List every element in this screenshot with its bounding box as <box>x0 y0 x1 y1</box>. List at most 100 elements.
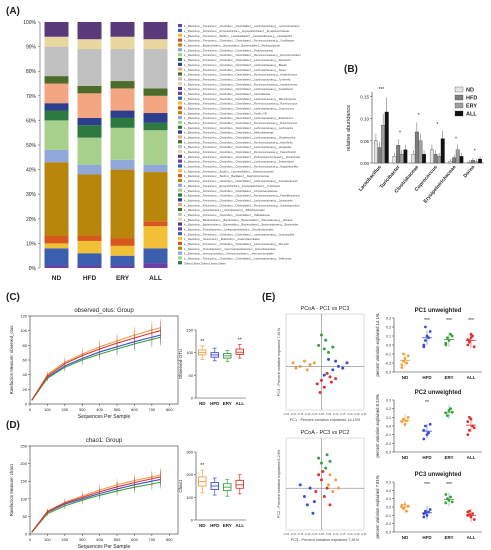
panel-b-bar <box>433 153 438 164</box>
pcoa-point <box>318 391 322 395</box>
panel-b-legend-swatch <box>454 94 464 101</box>
pc-plot-category-label: ND <box>402 535 409 540</box>
panel-b-bar <box>440 138 445 164</box>
panel-a-legend-swatch <box>178 193 182 197</box>
rarefaction-curve <box>31 476 161 533</box>
pcoa-xtick-label: 0.15 <box>340 412 346 416</box>
panel-a-bar-segment <box>44 76 69 84</box>
panel-a-legend-swatch <box>178 86 182 91</box>
panel-a-legend-entry: k__Bacteria;p__Firmicutes;c__Erysipelotr… <box>184 29 290 33</box>
panel-a-legend-swatch <box>178 207 182 212</box>
panel-a-legend-entry: Others;Others;Others;Others;Others <box>184 261 227 265</box>
panel-b-bar <box>384 111 389 164</box>
panel-b-category-label: Lactobacillus <box>358 164 383 193</box>
panel-a-bar-segment <box>77 174 102 237</box>
panel-b-significance: *** <box>378 87 384 93</box>
pc-plot-point <box>428 330 432 333</box>
panel-a-bar-segment <box>143 263 168 268</box>
boxplot-category-label: ALL <box>235 523 244 528</box>
panel-a-legend-swatch <box>178 174 182 178</box>
pc-plot-ytick-label: 0.2 <box>386 489 391 493</box>
pc-plot-point <box>422 515 426 519</box>
pcoa-point <box>321 469 325 473</box>
panel-a-bar-segment <box>77 49 102 86</box>
panel-a-legend-swatch <box>178 159 182 163</box>
pc-plot-point <box>450 334 454 338</box>
boxplot-ytick-label: 0 <box>191 518 194 523</box>
panel-b-bar <box>429 149 434 164</box>
pc-plot-point <box>466 343 470 347</box>
pc-plot-title: PC1 unweighted <box>415 308 462 314</box>
panel-a-legend-swatch <box>178 82 182 86</box>
panel-a-legend-swatch <box>178 212 182 216</box>
panel-b-significance: * <box>399 130 401 136</box>
pc-plot-point <box>405 361 408 365</box>
pcoa-point <box>322 385 326 389</box>
pcoa-xtick-label: -0.15 <box>297 412 304 416</box>
panel-a-legend-entry: k__Bacteria;p__Firmicutes;c__Clostridia;… <box>184 194 300 198</box>
pcoa-point <box>328 459 332 463</box>
panel-label-b: (B) <box>344 64 358 75</box>
panel-b-bar <box>399 153 404 164</box>
pcoa-point <box>305 368 309 372</box>
pc-plot-point <box>466 510 470 514</box>
pc-plot-point <box>428 508 432 511</box>
pc-plot-point <box>424 325 427 329</box>
pc-plot-point <box>446 336 449 340</box>
panel-a-bar-segment <box>77 164 102 175</box>
panel-a-legend-entry: k__Bacteria;p__Firmicutes;c__Bacilli;o__… <box>184 174 270 178</box>
pcoa-point <box>327 357 331 361</box>
rarefaction-x-label: Sequences Per Sample <box>78 544 131 550</box>
pcoa-point <box>336 364 340 368</box>
panel-a-legend-entry: k__Bacteria;p__Firmicutes;c__Clostridia;… <box>184 24 300 28</box>
panel-a-legend-swatch <box>178 188 182 192</box>
pc-plot-category-label: ALL <box>467 455 476 460</box>
pcoa-xtick-label: 0.25 <box>354 532 360 536</box>
panel-a-bar-segment <box>44 36 69 47</box>
pcoa-xtick-label: 0.25 <box>354 412 360 416</box>
panel-a-legend-entry: k__Bacteria;p__Firmicutes;c__Clostridia;… <box>184 150 296 154</box>
panel-b-bar <box>437 156 442 164</box>
panel-a-bar-segment <box>44 149 69 163</box>
panel-a-ytick-label: 60% <box>26 118 37 124</box>
pc-plot-ytick-label: -0.3 <box>385 451 391 455</box>
rarefaction-ytick-label: 0 <box>25 402 28 407</box>
pcoa-point <box>302 495 306 499</box>
rarefaction-ytick-label: 40 <box>23 372 28 377</box>
pc-plot-ytick-label: -0.1 <box>385 514 391 518</box>
pcoa-point <box>325 453 329 457</box>
pcoa-point <box>322 373 326 377</box>
panel-b-bar <box>381 125 386 164</box>
pcoa-point <box>317 473 321 477</box>
pc-plot-ytick-label: -0.2 <box>385 442 391 446</box>
pc-plot-ytick-label: 0.2 <box>386 407 391 411</box>
panel-a-legend-entry: k__Bacteria;p__Bacteroidetes;c__Bacteroi… <box>184 223 299 227</box>
panel-a-legend-entry: k__Bacteria;p__Firmicutes;c__Clostridia;… <box>184 257 292 261</box>
panel-a-legend-entry: k__Bacteria;p__Firmicutes;c__Clostridia;… <box>184 198 293 202</box>
panel-b-significance: * <box>455 136 457 142</box>
pcoa-title: PCoA - PC3 vs PC2 <box>301 430 350 436</box>
panel-a-legend-swatch <box>178 145 182 149</box>
panel-a-ytick-label: 100% <box>23 20 36 26</box>
rarefaction-curve <box>31 336 161 401</box>
panel-a-legend-swatch <box>178 246 182 250</box>
panel-a-legend-entry: k__Bacteria;p__Firmicutes;c__Clostridia;… <box>184 179 298 183</box>
pcoa-xtick-label: 0.00 <box>319 412 325 416</box>
panel-a-legend-swatch <box>178 96 182 100</box>
panel-a-bar-segment <box>44 83 69 104</box>
panel-a-bar-segment <box>143 95 168 114</box>
pc-plot-point <box>450 500 454 504</box>
panel-label-c: (C) <box>6 292 20 303</box>
pcoa-point <box>331 490 335 494</box>
boxplot-significance: ** <box>238 338 242 344</box>
panel-label-a: (A) <box>6 6 20 17</box>
rarefaction-ytick-label: 200 <box>20 461 27 466</box>
panel-a-bar-segment <box>44 120 69 150</box>
pc-plot-point <box>472 345 476 349</box>
pcoa-xtick-label: -0.25 <box>283 532 290 536</box>
rarefaction-xtick-label: 800 <box>166 407 173 412</box>
boxplot-ytick-label: 100 <box>186 495 193 500</box>
pc-plot-y-label: percent variation explained 7.81% <box>375 475 380 538</box>
panel-a-bar-segment <box>143 172 168 222</box>
